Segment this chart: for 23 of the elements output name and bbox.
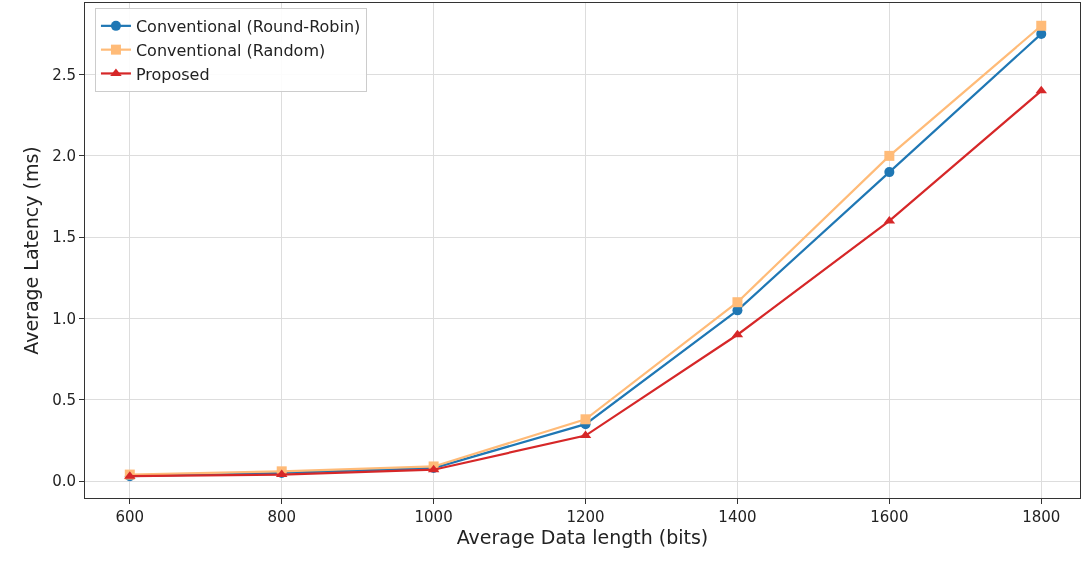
point [884,150,895,161]
x-tick-label: 1400 [718,508,757,526]
point [884,167,895,178]
x-tick-label: 1000 [414,508,453,526]
y-axis-title: Average Latency (ms) [19,146,42,355]
x-axis-title: Average Data length (bits) [456,526,709,548]
point [732,297,743,308]
y-tick-label: 1.5 [52,228,76,247]
x-tick-label: 1600 [870,508,909,526]
y-tick-label: 0.0 [52,472,76,491]
point [580,414,591,425]
x-tick-label: 1800 [1022,508,1061,526]
x-tick-label: 1200 [566,508,605,526]
legend-label: Conventional (Round-Robin) [135,17,361,37]
y-tick-label: 2.5 [52,65,76,84]
y-tick-label: 0.5 [52,391,76,410]
legend-label: Proposed [135,64,210,84]
x-tick-label: 800 [267,508,297,526]
legend-label: Conventional (Random) [135,40,326,60]
point [1036,20,1047,31]
y-tick-label: 1.0 [52,309,76,328]
x-tick-label: 600 [115,508,145,526]
y-tick-label: 2.0 [52,147,76,166]
